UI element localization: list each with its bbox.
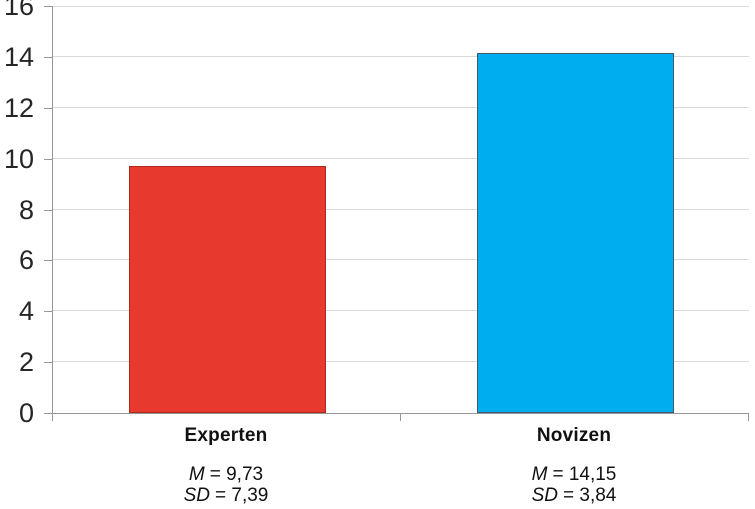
category-label-novizen: Novizen <box>536 425 612 446</box>
x-tick-2 <box>748 414 749 421</box>
y-axis-label-16: 16 <box>3 0 34 21</box>
gridline-4 <box>53 310 749 312</box>
y-axis-label-0: 0 <box>18 398 34 428</box>
stats-novizen: M = 14,15 SD = 3,84 <box>400 464 748 506</box>
gridline-14 <box>53 55 749 57</box>
y-tick-4 <box>44 311 53 313</box>
y-tick-14 <box>44 56 53 58</box>
mean-value: = 9,73 <box>209 464 264 485</box>
gridline-16 <box>53 6 749 7</box>
mean-line-experten: M = 9,73 <box>52 464 400 485</box>
gridline-10 <box>53 157 749 159</box>
y-tick-0 <box>44 413 53 414</box>
sd-symbol: SD <box>531 485 559 506</box>
y-tick-12 <box>44 107 53 109</box>
x-tick-1 <box>400 414 401 421</box>
gridline-6 <box>53 259 749 261</box>
mean-value: = 14,15 <box>552 464 617 485</box>
sd-line-experten: SD = 7,39 <box>52 485 400 506</box>
gridline-8 <box>53 208 749 210</box>
mean-symbol: M <box>531 464 548 485</box>
y-axis-label-14: 14 <box>3 41 34 72</box>
category-group-experten: Experten M = 9,73 SD = 7,39 <box>52 414 400 506</box>
y-axis-label-12: 12 <box>3 92 34 123</box>
y-axis-label-10: 10 <box>3 143 34 174</box>
bar-novizen <box>476 53 674 413</box>
y-axis-label-2: 2 <box>18 347 34 378</box>
category-group-novizen: Novizen M = 14,15 SD = 3,84 <box>400 414 748 506</box>
sd-value: = 3,84 <box>563 485 617 506</box>
sd-line-novizen: SD = 3,84 <box>400 485 748 506</box>
sd-symbol: SD <box>183 485 211 506</box>
stats-experten: M = 9,73 SD = 7,39 <box>52 464 400 506</box>
mean-line-novizen: M = 14,15 <box>400 464 748 485</box>
y-tick-6 <box>44 260 53 262</box>
category-label-experten: Experten <box>184 425 268 446</box>
mean-symbol: M <box>188 464 205 485</box>
y-tick-10 <box>44 158 53 160</box>
gridline-12 <box>53 106 749 108</box>
sd-value: = 7,39 <box>215 485 269 506</box>
plot-area <box>52 6 749 414</box>
y-axis-label-6: 6 <box>18 245 34 276</box>
y-tick-2 <box>44 362 53 364</box>
y-tick-8 <box>44 209 53 211</box>
y-tick-16 <box>44 6 53 7</box>
x-axis-labels: Experten M = 9,73 SD = 7,39 Novizen M = 14,… <box>52 414 748 506</box>
x-tick-0 <box>52 414 53 421</box>
gridline-2 <box>53 361 749 363</box>
y-axis-label-4: 4 <box>18 296 34 327</box>
y-axis-label-8: 8 <box>18 194 34 225</box>
bar-experten <box>128 165 326 413</box>
